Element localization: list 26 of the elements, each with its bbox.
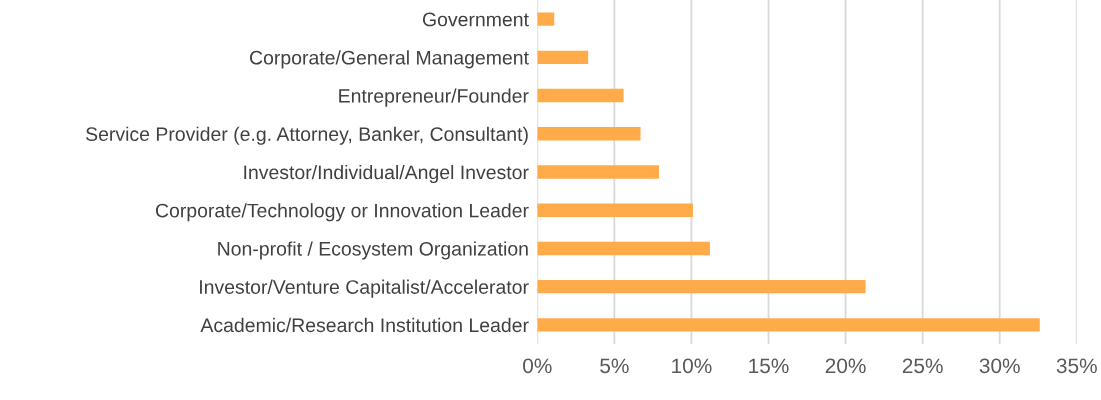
y-tick-label: Corporate/Technology or Innovation Leader bbox=[155, 203, 529, 222]
x-tick-label: 10% bbox=[672, 358, 712, 374]
y-tick-label: Investor/Venture Capitalist/Accelerator bbox=[200, 279, 529, 298]
y-tick-label: Corporate/General Management bbox=[250, 50, 529, 69]
bar bbox=[537, 127, 641, 141]
bar bbox=[537, 12, 555, 26]
y-tick-label: Entrepreneur/Founder bbox=[339, 88, 529, 107]
bar bbox=[537, 88, 624, 103]
x-tick-label: 15% bbox=[749, 358, 789, 374]
x-tick-label: 0% bbox=[523, 358, 552, 374]
bar bbox=[537, 241, 710, 256]
y-tick-label: Investor/Individual/Angel Investor bbox=[244, 164, 529, 184]
x-tick-label: 5% bbox=[600, 358, 629, 374]
bar bbox=[537, 50, 589, 65]
x-tick-label: 35% bbox=[1056, 358, 1097, 374]
bar bbox=[537, 165, 660, 179]
y-tick-label: Academic/Research Institution Leader bbox=[200, 317, 529, 333]
x-tick-label: 25% bbox=[902, 358, 943, 374]
y-tick-label: Government bbox=[422, 12, 529, 27]
bar bbox=[537, 318, 1040, 332]
y-tick-label: Service Provider (e.g. Attorney, Banker, Consultant) bbox=[86, 126, 528, 145]
bar bbox=[537, 203, 693, 217]
x-tick-label: 30% bbox=[979, 358, 1020, 374]
y-tick-label: Non-profit / Ecosystem Organization bbox=[218, 241, 528, 260]
bar bbox=[537, 279, 866, 294]
x-tick-label: 20% bbox=[825, 358, 866, 374]
